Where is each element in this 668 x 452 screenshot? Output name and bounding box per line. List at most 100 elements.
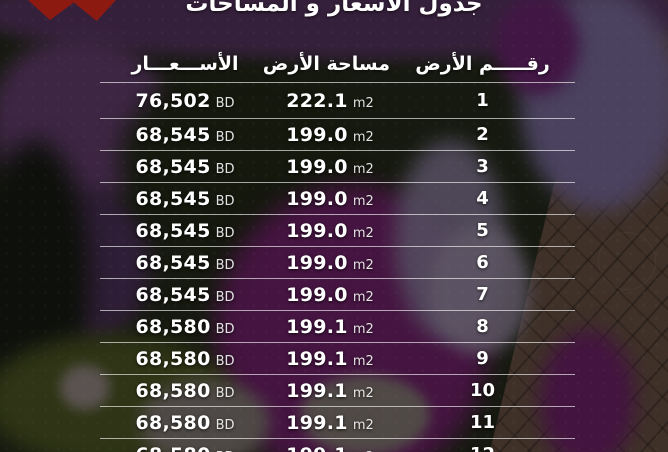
plot-number: 7: [476, 284, 489, 305]
price-cell: 76,502 BD: [100, 90, 270, 112]
price-value: 68,545: [135, 155, 211, 178]
area-value: 199.0: [286, 283, 348, 306]
area-unit-label: m2: [352, 289, 374, 305]
table-row: 68,580 BD 199.1 m2 11: [100, 407, 575, 439]
area-value: 199.0: [286, 219, 348, 242]
area-unit-label: m2: [352, 225, 374, 241]
area-unit-label: m2: [353, 450, 374, 452]
plot-number: 2: [476, 124, 489, 145]
area-unit-label: m2: [352, 129, 374, 145]
area-value: 199.1: [286, 444, 348, 452]
plot-number: 6: [476, 252, 489, 273]
area-unit-label: m2: [352, 95, 374, 111]
area-unit-label: m2: [352, 321, 374, 337]
price-cell: 68,545 BD: [100, 220, 270, 242]
flower-cluster-white: [300, 375, 430, 452]
currency-label: BD: [215, 353, 235, 369]
currency-label: BD: [215, 161, 235, 177]
area-unit-label: m2: [352, 385, 374, 401]
currency-label: BD: [215, 257, 235, 273]
plot-number: 11: [469, 412, 496, 433]
currency-label: BD: [215, 289, 235, 305]
price-cell: 68,580 BD: [100, 380, 270, 402]
area-cell: 199.0 m2: [270, 156, 390, 178]
price-cell: 68,545 BD: [100, 124, 270, 146]
table-row: 68,580 BD 199.1 m2 9: [100, 343, 575, 375]
area-cell: 199.0 m2: [270, 252, 390, 274]
price-value: 68,545: [135, 219, 211, 242]
price-cell: 68,545 BD: [100, 156, 270, 178]
plot-number: 10: [469, 380, 496, 401]
price-cell: 68,580 BD: [100, 412, 270, 434]
area-cell: 199.0 m2: [270, 220, 390, 242]
plot-number: 1: [476, 90, 489, 111]
plot-number: 8: [476, 316, 489, 337]
price-value: 68,580: [135, 347, 211, 370]
price-value: 68,545: [135, 283, 211, 306]
area-value: 199.0: [286, 251, 348, 274]
price-cell: 68,545 BD: [100, 188, 270, 210]
flower-cluster-magenta: [540, 330, 635, 452]
area-value: 199.1: [286, 411, 348, 434]
area-cell: 199.1 m2: [270, 444, 390, 452]
column-header-price: الأســـعـــار: [131, 53, 239, 75]
table-row: 68,580 BD 199.1 m2 10: [100, 375, 575, 407]
flower-white-small: [60, 365, 110, 410]
area-value: 199.1: [286, 315, 348, 338]
area-value: 199.0: [286, 187, 348, 210]
table-row: 68,545 BD 199.0 m2 2: [100, 119, 575, 151]
table-header-row: الأســـعـــار مساحة الأرض رقـــــم الأرض: [100, 38, 575, 83]
price-cell: 68,545 BD: [100, 284, 270, 306]
column-header-number: رقـــــم الأرض: [415, 53, 550, 75]
currency-label: BD: [215, 417, 235, 433]
currency-label: BD: [215, 321, 235, 337]
area-cell: 199.0 m2: [270, 124, 390, 146]
currency-label: BD: [215, 95, 235, 111]
price-value: 68,580: [135, 315, 211, 338]
area-cell: 199.0 m2: [270, 284, 390, 306]
price-value: 68,580: [135, 444, 210, 452]
area-value: 199.0: [286, 123, 348, 146]
flower-cluster-magenta: [495, 0, 580, 95]
table-row: 76,502 BD 222.1 m2 1: [100, 83, 575, 119]
area-unit-label: m2: [352, 161, 374, 177]
plot-number: 5: [476, 220, 489, 241]
currency-label: BD: [215, 225, 235, 241]
flower-cluster-white: [140, 380, 270, 452]
area-cell: 222.1 m2: [270, 90, 390, 112]
table-row: 68,545 BD 199.0 m2 4: [100, 183, 575, 215]
price-value: 68,545: [135, 251, 211, 274]
area-value: 199.1: [286, 347, 348, 370]
plot-number: 12: [390, 444, 575, 452]
area-unit-label: m2: [352, 353, 374, 369]
area-value: 199.0: [286, 155, 348, 178]
price-value: 68,580: [135, 411, 211, 434]
area-unit-label: m2: [352, 193, 374, 209]
currency-label: BD: [215, 193, 235, 209]
area-cell: 199.1 m2: [270, 316, 390, 338]
table-row: 68,545 BD 199.0 m2 5: [100, 215, 575, 247]
area-cell: 199.1 m2: [270, 412, 390, 434]
column-header-area: مساحة الأرض: [262, 53, 390, 75]
table-row: 68,545 BD 199.0 m2 3: [100, 151, 575, 183]
price-value: 76,502: [135, 89, 211, 112]
area-unit-label: m2: [352, 417, 374, 433]
table-row: 68,545 BD 199.0 m2 6: [100, 247, 575, 279]
area-cell: 199.1 m2: [270, 380, 390, 402]
faint-watermark-circle: [598, 232, 656, 290]
plot-number: 9: [476, 348, 489, 369]
price-value: 68,545: [135, 123, 211, 146]
price-table: الأســـعـــار مساحة الأرض رقـــــم الأرض…: [100, 38, 575, 452]
price-value: 68,580: [135, 379, 211, 402]
price-cell: 68,580 BD: [100, 444, 270, 452]
table-row: 68,580 BD 199.1 m2 8: [100, 311, 575, 343]
table-row: 68,580 BD 199.1 m2 12: [100, 439, 575, 452]
currency-label: BD: [215, 385, 235, 401]
page-title: جدول الأسعار و المساحات: [185, 0, 483, 17]
area-cell: 199.1 m2: [270, 348, 390, 370]
area-value: 222.1: [286, 89, 348, 112]
